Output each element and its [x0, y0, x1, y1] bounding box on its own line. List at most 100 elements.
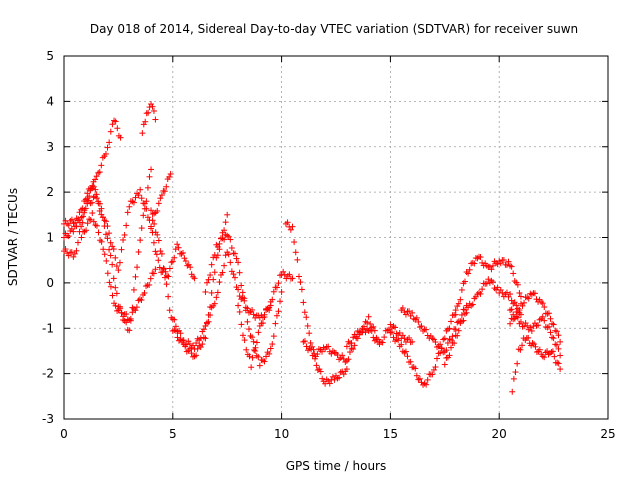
data-point — [146, 281, 153, 288]
data-point — [272, 320, 279, 327]
data-point — [205, 276, 212, 283]
data-point — [134, 264, 141, 271]
data-point — [509, 388, 516, 395]
data-point — [554, 359, 561, 366]
data-point — [222, 219, 229, 226]
data-point — [135, 192, 142, 199]
data-point — [531, 290, 538, 297]
data-point — [430, 366, 437, 373]
data-point — [219, 269, 226, 276]
data-point — [505, 293, 512, 300]
data-point — [180, 337, 187, 344]
data-point — [304, 322, 311, 329]
data-point — [454, 319, 461, 326]
data-point — [489, 262, 496, 269]
data-point — [133, 304, 140, 311]
data-point — [471, 260, 478, 267]
data-point — [555, 332, 562, 339]
data-point — [296, 273, 303, 280]
data-point — [292, 249, 299, 256]
data-point — [261, 358, 268, 365]
data-point — [107, 283, 114, 290]
data-point — [303, 314, 310, 321]
data-point — [197, 344, 204, 351]
data-series — [441, 276, 524, 368]
data-point — [109, 261, 116, 268]
data-point — [528, 327, 535, 334]
data-point — [148, 166, 155, 173]
data-point — [147, 275, 154, 282]
data-point — [479, 286, 486, 293]
data-point — [95, 169, 102, 176]
data-point — [266, 350, 273, 357]
data-point — [78, 223, 85, 230]
data-point — [448, 318, 455, 325]
data-point — [514, 360, 521, 367]
data-point — [549, 334, 556, 341]
data-point — [306, 330, 313, 337]
data-point — [441, 335, 448, 342]
data-point — [353, 333, 360, 340]
data-point — [536, 316, 543, 323]
data-point — [255, 329, 262, 336]
data-point — [106, 279, 113, 286]
data-point — [236, 269, 243, 276]
data-point — [250, 311, 257, 318]
data-point — [121, 231, 128, 238]
x-tick-label: 20 — [492, 427, 507, 441]
data-point — [544, 324, 551, 331]
data-point — [275, 308, 282, 315]
y-tick-label: -1 — [42, 321, 54, 335]
data-point — [555, 360, 562, 367]
data-point — [117, 134, 124, 141]
y-tick-label: 5 — [46, 49, 54, 63]
data-point — [494, 284, 501, 291]
data-point — [193, 352, 200, 359]
data-point — [399, 305, 406, 312]
data-point — [214, 289, 221, 296]
data-point — [73, 247, 80, 254]
data-point — [413, 314, 420, 321]
data-point — [278, 288, 285, 295]
data-point — [208, 304, 215, 311]
data-point — [157, 248, 164, 255]
data-point — [517, 318, 524, 325]
data-point — [550, 335, 557, 342]
data-point — [463, 309, 470, 316]
data-point — [319, 348, 326, 355]
data-point — [343, 343, 350, 350]
data-series — [235, 268, 296, 371]
data-series — [169, 249, 274, 353]
data-point — [190, 273, 197, 280]
data-point — [547, 329, 554, 336]
data-point — [228, 244, 235, 251]
data-point — [280, 268, 287, 275]
data-point — [141, 200, 148, 207]
data-point — [95, 229, 102, 236]
data-point — [70, 253, 77, 260]
y-tick-label: 4 — [46, 94, 54, 108]
data-point — [424, 376, 431, 383]
data-point — [152, 116, 159, 123]
data-point — [163, 183, 170, 190]
data-point — [130, 199, 137, 206]
data-point — [191, 346, 198, 353]
data-point — [507, 320, 514, 327]
data-point — [239, 289, 246, 296]
data-point — [129, 309, 136, 316]
data-point — [420, 327, 427, 334]
data-point — [308, 346, 315, 353]
data-point — [398, 341, 405, 348]
data-point — [511, 278, 518, 285]
data-point — [132, 194, 139, 201]
data-point — [211, 300, 218, 307]
data-point — [228, 268, 235, 275]
data-point — [140, 212, 147, 219]
data-point — [477, 254, 484, 261]
data-point — [124, 209, 131, 216]
data-point — [138, 297, 145, 304]
data-point — [531, 341, 538, 348]
y-tick-label: 0 — [46, 276, 54, 290]
data-point — [221, 236, 228, 243]
data-point — [208, 289, 215, 296]
